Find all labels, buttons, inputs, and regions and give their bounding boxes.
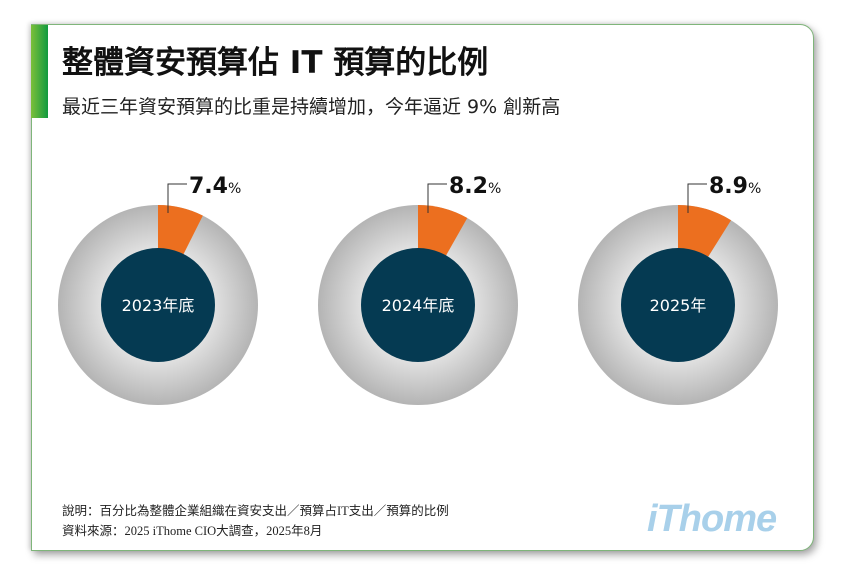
donut-center — [621, 248, 735, 362]
value-number: 7.4 — [189, 174, 228, 199]
leader-line — [687, 183, 707, 213]
value-unit: % — [228, 181, 241, 197]
donut-2: 2025年 8.9% — [578, 174, 778, 405]
donut-label: 2023年底 — [122, 296, 195, 315]
value-unit: % — [748, 181, 761, 197]
donut-center — [361, 248, 475, 362]
value-number: 8.9 — [709, 174, 748, 199]
ithome-logo: iThome — [647, 498, 777, 540]
donut-center — [101, 248, 215, 362]
value-unit: % — [488, 181, 501, 197]
value-label: 8.9% — [709, 174, 761, 199]
donut-0: 2023年底 7.4% — [58, 174, 258, 405]
donut-1: 2024年底 8.2% — [318, 174, 518, 405]
page-title: 整體資安預算佔 IT 預算的比例 — [62, 45, 489, 81]
value-label: 7.4% — [189, 174, 241, 199]
footnote-source: 資料來源：2025 iThome CIO大調查，2025年8月 — [62, 524, 323, 538]
footnote-description: 說明：百分比為整體企業組織在資安支出／預算占IT支出／預算的比例 — [62, 504, 449, 518]
value-number: 8.2 — [449, 174, 488, 199]
leader-line — [167, 183, 187, 213]
accent-bar — [31, 25, 48, 118]
value-label: 8.2% — [449, 174, 501, 199]
donut-label: 2024年底 — [382, 296, 455, 315]
leader-line — [427, 183, 447, 213]
donut-label: 2025年 — [650, 296, 707, 315]
page-subtitle: 最近三年資安預算的比重是持續增加，今年逼近 9% 創新高 — [62, 96, 561, 118]
